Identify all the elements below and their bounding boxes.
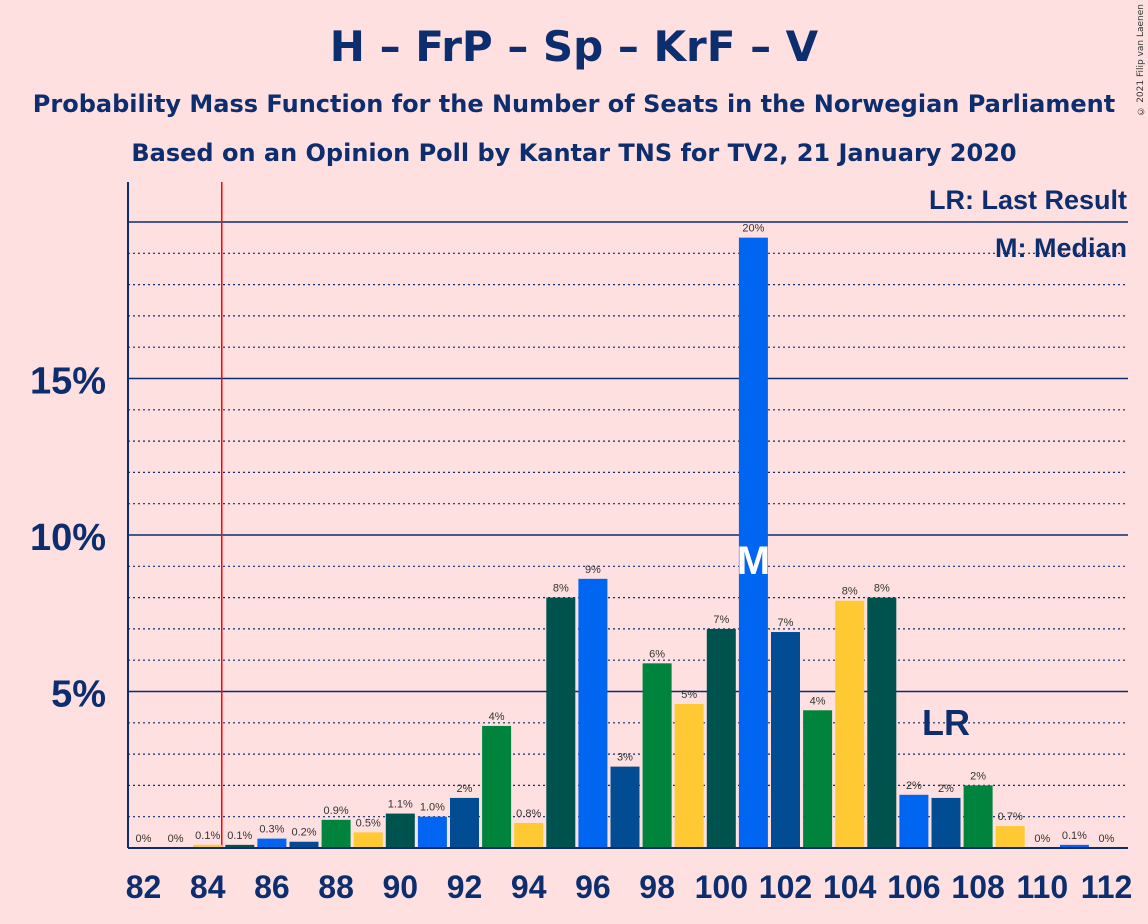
bar-value-label: 0% — [1099, 833, 1115, 845]
bar-value-label: 0% — [168, 833, 184, 845]
bar-value-label: 7% — [778, 617, 794, 629]
y-tick-label: 10% — [30, 517, 106, 559]
bar-seat-98 — [642, 663, 672, 848]
x-tick-label: 90 — [383, 869, 419, 905]
bar-value-label: 0.8% — [516, 808, 541, 820]
chart-title: H – FrP – Sp – KrF – V — [329, 22, 819, 71]
bar-seat-101 — [738, 237, 768, 848]
bar-value-label: 0.1% — [227, 830, 252, 842]
bar-value-label: 20% — [742, 223, 764, 235]
bar-value-label: 2% — [906, 780, 922, 792]
bar-seat-84 — [193, 844, 223, 848]
x-tick-label: 94 — [511, 869, 547, 905]
bar-seat-106 — [899, 794, 929, 848]
bar-seat-91 — [417, 816, 447, 848]
bar-seat-109 — [995, 826, 1025, 848]
bar-seat-111 — [1059, 844, 1089, 848]
bar-value-label: 3% — [617, 752, 633, 764]
bar-seat-104 — [835, 600, 865, 848]
bar-value-label: 0.1% — [1062, 830, 1087, 842]
last-result-label: LR — [922, 702, 970, 743]
bar-value-label: 0.2% — [291, 827, 316, 839]
chart-subtitle: Probability Mass Function for the Number… — [32, 90, 1116, 118]
x-tick-label: 84 — [190, 869, 226, 905]
bar-value-label: 0% — [1034, 833, 1050, 845]
bar-value-label: 6% — [649, 648, 665, 660]
x-tick-label: 106 — [887, 869, 940, 905]
bar-value-label: 4% — [489, 711, 505, 723]
bar-seat-107 — [931, 797, 961, 848]
bar-value-label: 0.7% — [998, 811, 1023, 823]
bar-value-label: 2% — [970, 770, 986, 782]
bar-value-label: 1.1% — [388, 799, 413, 811]
legend-last-result: LR: Last Result — [929, 185, 1127, 215]
bar-value-label: 7% — [713, 614, 729, 626]
bar-seat-102 — [771, 632, 800, 848]
x-tick-label: 112 — [1081, 869, 1133, 905]
bar-seat-87 — [289, 841, 319, 848]
bar-seat-94 — [514, 822, 544, 848]
bar-value-label: 1.0% — [420, 802, 445, 814]
median-marker: M — [737, 539, 770, 583]
x-tick-label: 104 — [823, 869, 877, 905]
bar-value-label: 4% — [810, 695, 826, 707]
x-tick-label: 110 — [1016, 869, 1068, 905]
bar-seat-97 — [610, 766, 640, 848]
x-tick-label: 92 — [447, 869, 483, 905]
x-tick-label: 100 — [695, 869, 748, 905]
bar-value-label: 0.9% — [324, 805, 349, 817]
bar-seat-92 — [450, 797, 479, 848]
legend-median: M: Median — [995, 233, 1127, 263]
x-tick-label: 86 — [254, 869, 290, 905]
bar-value-label: 0.5% — [356, 817, 381, 829]
x-tick-label: 108 — [951, 869, 1004, 905]
bar-seat-108 — [963, 785, 993, 848]
bar-value-label: 5% — [681, 689, 697, 701]
bar-value-label: 0% — [136, 833, 152, 845]
bar-seat-89 — [353, 832, 383, 848]
bar-value-label: 8% — [874, 583, 890, 595]
bar-value-label: 8% — [842, 586, 858, 598]
bar-seat-86 — [257, 838, 287, 848]
y-tick-label: 5% — [51, 674, 106, 716]
bar-seat-88 — [321, 819, 351, 848]
bar-value-label: 9% — [585, 564, 601, 576]
bar-seat-99 — [674, 704, 704, 848]
y-tick-label: 15% — [30, 361, 106, 403]
bar-seat-103 — [803, 710, 833, 848]
bar-value-label: 2% — [938, 783, 954, 795]
bar-seat-96 — [578, 578, 608, 848]
bar-seat-95 — [546, 597, 576, 848]
x-tick-label: 88 — [318, 869, 354, 905]
x-tick-label: 98 — [639, 869, 675, 905]
bar-seat-85 — [225, 844, 255, 848]
bar-seat-105 — [867, 597, 897, 848]
chart-subtitle-source: Based on an Opinion Poll by Kantar TNS f… — [131, 139, 1017, 167]
bar-value-label: 0.1% — [195, 830, 220, 842]
x-tick-label: 96 — [575, 869, 611, 905]
bar-seat-100 — [706, 628, 736, 848]
bar-seat-93 — [482, 725, 512, 848]
bar-value-label: 8% — [553, 583, 569, 595]
x-tick-label: 82 — [126, 869, 162, 905]
x-tick-label: 102 — [759, 869, 812, 905]
bar-value-label: 0.3% — [259, 824, 284, 836]
bar-seat-90 — [385, 813, 415, 848]
bar-value-label: 2% — [457, 783, 473, 795]
